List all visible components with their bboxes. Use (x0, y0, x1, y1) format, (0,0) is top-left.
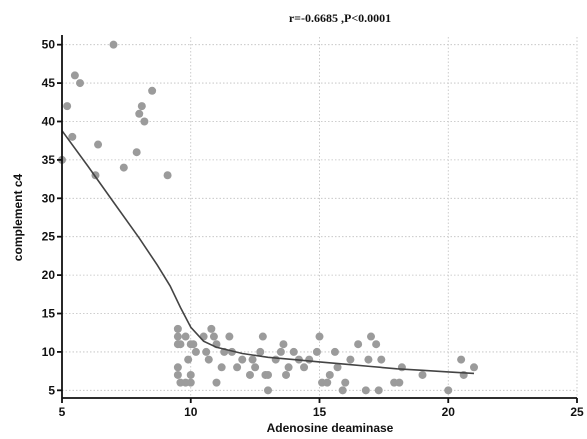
y-tick-label: 35 (42, 153, 56, 167)
y-tick-label: 15 (42, 307, 56, 321)
data-point (212, 378, 221, 387)
x-tick-label: 20 (442, 405, 456, 419)
data-point (276, 347, 285, 356)
data-point (377, 355, 386, 364)
x-tick-label: 25 (570, 405, 584, 419)
data-point (279, 340, 288, 349)
x-tick-label: 5 (59, 405, 66, 419)
data-point (346, 355, 355, 364)
data-point (338, 386, 347, 395)
data-point (186, 370, 195, 379)
data-point (395, 378, 404, 387)
data-point (457, 355, 466, 364)
y-tick-label: 10 (42, 345, 56, 359)
data-point (119, 163, 128, 172)
data-point (184, 355, 193, 364)
data-point (305, 355, 314, 364)
chart-title: r=-0.6685 ,P<0.0001 (289, 11, 391, 25)
data-point (284, 363, 293, 372)
y-tick-label: 20 (42, 268, 56, 282)
y-tick-label: 50 (42, 38, 56, 52)
data-point (341, 378, 350, 387)
data-point (372, 340, 381, 349)
data-point (470, 363, 478, 372)
data-point (225, 332, 234, 341)
data-point (374, 386, 383, 395)
x-axis-label: Adenosine deaminase (267, 421, 394, 435)
data-point (361, 386, 370, 395)
data-point (256, 347, 265, 356)
data-point (173, 363, 182, 372)
data-point (312, 347, 321, 356)
data-point (76, 79, 85, 88)
data-point (354, 340, 363, 349)
data-point (289, 347, 298, 356)
data-point (248, 355, 257, 364)
grid (62, 37, 578, 398)
data-point (333, 363, 342, 372)
tick-labels: 5 10 15 20 25 5 10 15 20 25 30 35 40 45 50 (42, 38, 584, 419)
data-point (251, 363, 260, 372)
data-point (132, 148, 141, 157)
y-tick-label: 45 (42, 76, 56, 90)
data-point (191, 347, 200, 356)
data-point (264, 386, 272, 395)
y-axis-label: complement c4 (11, 173, 25, 261)
data-point (207, 324, 216, 333)
data-point (176, 340, 185, 349)
data-point (173, 332, 182, 341)
data-point (300, 363, 309, 372)
y-tick-label: 5 (48, 383, 55, 397)
data-point (173, 370, 182, 379)
data-point (271, 355, 280, 364)
data-point (323, 378, 332, 387)
data-point (181, 332, 190, 341)
data-points (58, 40, 478, 395)
data-point (418, 370, 427, 379)
data-point (163, 171, 172, 180)
data-point (137, 102, 146, 111)
data-point (209, 332, 218, 341)
data-point (315, 332, 324, 341)
y-tick-label: 25 (42, 230, 56, 244)
x-tick-label: 10 (184, 405, 198, 419)
data-point (186, 378, 195, 387)
x-tick-label: 15 (313, 405, 327, 419)
trend-line-group (61, 130, 475, 375)
data-point (258, 332, 267, 341)
data-point (135, 109, 144, 118)
data-point (189, 340, 198, 349)
data-point (264, 370, 272, 379)
data-point (364, 355, 373, 364)
data-point (148, 86, 157, 95)
data-point (245, 370, 254, 379)
data-point (282, 370, 291, 379)
data-point (109, 40, 118, 49)
data-point (397, 363, 406, 372)
data-point (173, 324, 182, 333)
data-point (444, 386, 453, 395)
data-point (140, 117, 149, 126)
data-point (330, 347, 339, 356)
data-point (68, 132, 77, 141)
y-tick-label: 30 (42, 191, 56, 205)
data-point (217, 363, 226, 372)
data-point (94, 140, 103, 149)
trend-line (61, 130, 475, 375)
data-point (63, 102, 72, 111)
data-point (325, 370, 334, 379)
data-point (233, 363, 242, 372)
data-point (70, 71, 79, 80)
data-point (367, 332, 375, 341)
y-tick-label: 40 (42, 114, 56, 128)
data-point (202, 347, 211, 356)
data-point (204, 355, 213, 364)
data-point (238, 355, 247, 364)
